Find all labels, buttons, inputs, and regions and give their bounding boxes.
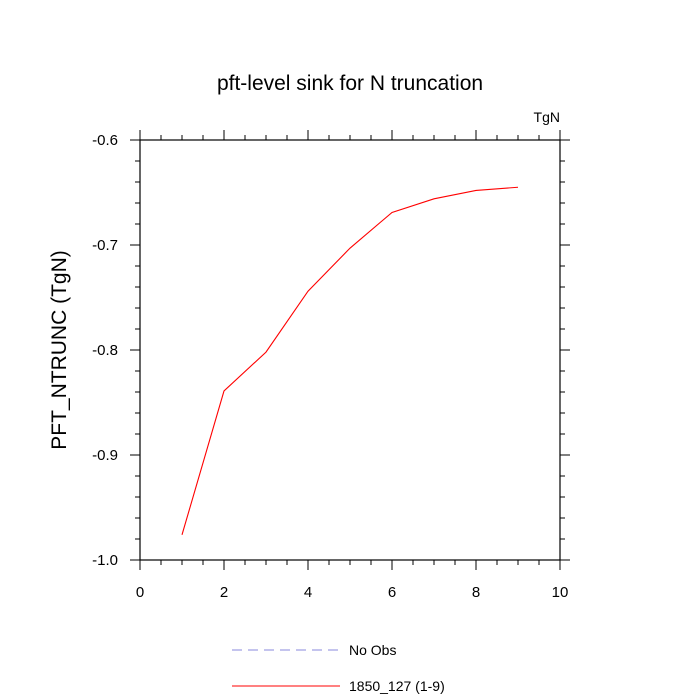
chart-title: pft-level sink for N truncation: [217, 72, 483, 95]
x-tick-label: 6: [388, 584, 396, 601]
x-tick-label: 8: [472, 584, 480, 601]
y-tick-label: -0.9: [92, 447, 118, 464]
y-tick-label: -1.0: [92, 552, 118, 569]
units-label: TgN: [534, 109, 560, 125]
x-tick-label: 4: [304, 584, 312, 601]
axis-ticks: [130, 130, 570, 570]
y-axis-label: PFT_NTRUNC (TgN): [48, 250, 71, 450]
legend: No Obs 1850_127 (1-9): [232, 642, 445, 694]
y-tick-label: -0.6: [92, 132, 118, 149]
series-line: [181, 186, 519, 535]
y-tick-label: -0.8: [92, 342, 118, 359]
legend-label: 1850_127 (1-9): [349, 678, 445, 694]
x-tick-label: 2: [220, 584, 228, 601]
y-tick-label: -0.7: [92, 237, 118, 254]
tick-labels: 0 2 4 6 8 10 -0.6 -0.7 -0.8 -0.9 -1.0: [92, 132, 568, 601]
series-lines: [181, 186, 519, 535]
x-tick-label: 10: [552, 584, 569, 601]
x-tick-label: 0: [136, 584, 144, 601]
legend-label: No Obs: [349, 642, 396, 658]
plot-frame: [139, 139, 561, 561]
